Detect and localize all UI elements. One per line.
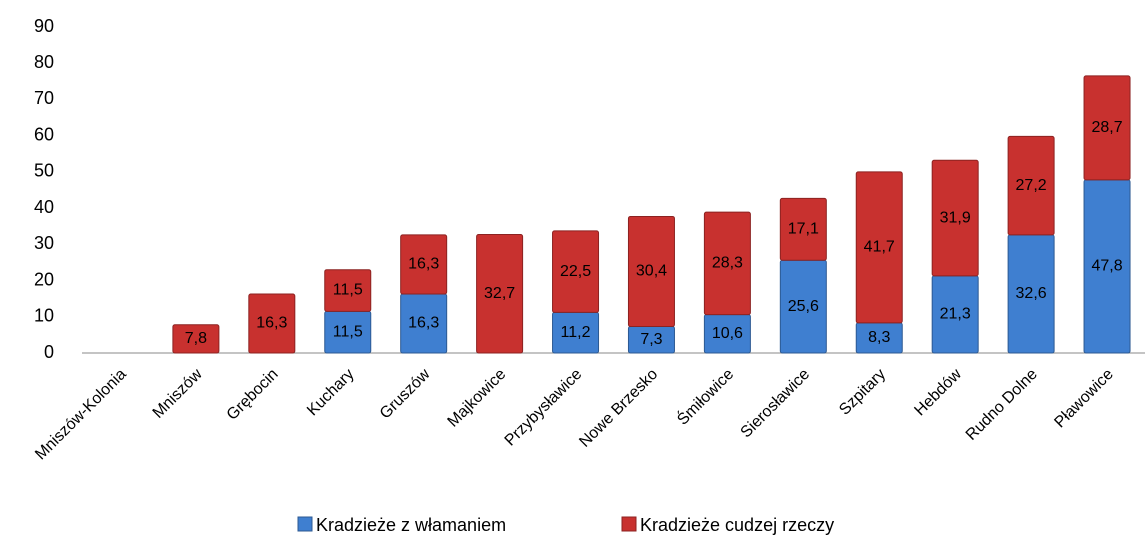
legend-label: Kradzieże cudzej rzeczy bbox=[640, 515, 834, 535]
y-tick-label: 40 bbox=[34, 197, 54, 217]
value-label: 17,1 bbox=[788, 221, 819, 238]
value-label: 28,7 bbox=[1091, 119, 1122, 136]
value-label: 7,8 bbox=[185, 330, 207, 347]
value-label: 28,3 bbox=[712, 255, 743, 272]
value-label: 21,3 bbox=[940, 306, 971, 323]
legend-swatch bbox=[621, 516, 637, 532]
y-tick-label: 0 bbox=[44, 342, 54, 362]
value-label: 31,9 bbox=[940, 209, 971, 226]
x-tick-label: Nowe Brzesko bbox=[576, 366, 661, 451]
y-tick-label: 20 bbox=[34, 269, 54, 289]
value-label: 25,6 bbox=[788, 298, 819, 315]
y-tick-label: 80 bbox=[34, 52, 54, 72]
value-label: 32,7 bbox=[484, 285, 515, 302]
x-tick-label: Sierosławice bbox=[738, 366, 814, 442]
bar-segment bbox=[400, 234, 448, 295]
value-label: 22,5 bbox=[560, 263, 591, 280]
bar-segment bbox=[627, 215, 675, 328]
value-label: 16,3 bbox=[256, 315, 287, 332]
value-label: 32,6 bbox=[1016, 285, 1047, 302]
bar-segment bbox=[931, 159, 979, 277]
bar-segment bbox=[324, 269, 372, 312]
value-label: 27,2 bbox=[1016, 177, 1047, 194]
value-label: 30,4 bbox=[636, 263, 667, 280]
value-label: 47,8 bbox=[1091, 258, 1122, 275]
x-tick-label: Śmiłowice bbox=[673, 364, 737, 428]
x-tick-label: Mniszów-Kolonia bbox=[32, 366, 130, 464]
bar-segment bbox=[1083, 75, 1131, 181]
value-label: 16,3 bbox=[408, 315, 439, 332]
y-tick-label: 90 bbox=[34, 16, 54, 36]
x-tick-label: Pławowice bbox=[1051, 366, 1117, 432]
x-tick-label: Majkowice bbox=[445, 366, 510, 431]
x-tick-label: Grębocin bbox=[224, 366, 282, 424]
legend-swatch bbox=[297, 516, 313, 532]
value-label: 11,5 bbox=[333, 323, 363, 340]
bar-segment bbox=[248, 293, 296, 354]
bar-segment bbox=[172, 324, 220, 354]
y-tick-label: 10 bbox=[34, 306, 54, 326]
bar-segment bbox=[779, 197, 827, 261]
x-tick-label: Gruszów bbox=[377, 365, 434, 422]
bar-segment bbox=[855, 171, 903, 324]
value-label: 41,7 bbox=[864, 239, 895, 256]
value-label: 16,3 bbox=[408, 256, 439, 273]
value-label: 7,3 bbox=[640, 331, 662, 348]
x-tick-label: Mniszów bbox=[150, 365, 206, 421]
value-label: 10,6 bbox=[712, 325, 743, 342]
value-label: 11,5 bbox=[333, 282, 363, 299]
bar-segment bbox=[703, 211, 751, 316]
bar-segment bbox=[476, 234, 524, 354]
bar-segment bbox=[1007, 135, 1055, 236]
x-tick-label: Rudno Dolne bbox=[963, 366, 1041, 444]
x-tick-label: Kuchary bbox=[304, 366, 358, 420]
value-label: 11,2 bbox=[561, 324, 591, 341]
x-tick-label: Hebdów bbox=[911, 365, 965, 419]
x-tick-label: Przybysławice bbox=[502, 366, 586, 450]
x-tick-label: Szpitary bbox=[836, 366, 889, 419]
bar-segment bbox=[552, 230, 600, 313]
y-tick-label: 70 bbox=[34, 88, 54, 108]
legend-label: Kradzieże z włamaniem bbox=[316, 515, 506, 535]
y-tick-label: 50 bbox=[34, 161, 54, 181]
y-tick-label: 60 bbox=[34, 124, 54, 144]
value-label: 8,3 bbox=[868, 329, 890, 346]
y-tick-label: 30 bbox=[34, 233, 54, 253]
